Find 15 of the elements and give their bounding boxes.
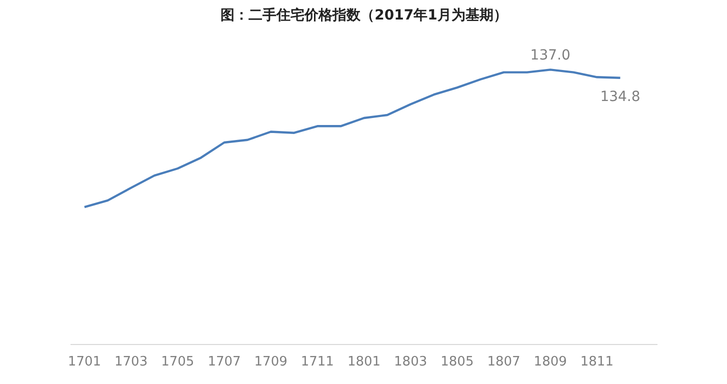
x-tick-label: 1707: [208, 354, 241, 370]
x-tick-label: 1805: [440, 354, 474, 370]
data-label: 137.0: [530, 48, 570, 64]
x-tick-label: 1811: [580, 354, 614, 370]
x-tick-label: 1701: [68, 354, 102, 370]
x-tick-label: 1711: [300, 354, 334, 370]
x-tick-label: 1807: [487, 354, 520, 370]
x-tick-label: 1809: [534, 354, 567, 370]
x-tick-label: 1705: [161, 354, 194, 370]
chart-title: 图：二手住宅价格指数（2017年1月为基期）: [220, 6, 508, 24]
data-label: 134.8: [600, 88, 640, 105]
x-tick-label: 1801: [347, 354, 381, 370]
x-tick-label: 1703: [114, 354, 148, 370]
x-tick-label: 1803: [394, 354, 428, 370]
x-tick-label: 1709: [254, 354, 288, 370]
